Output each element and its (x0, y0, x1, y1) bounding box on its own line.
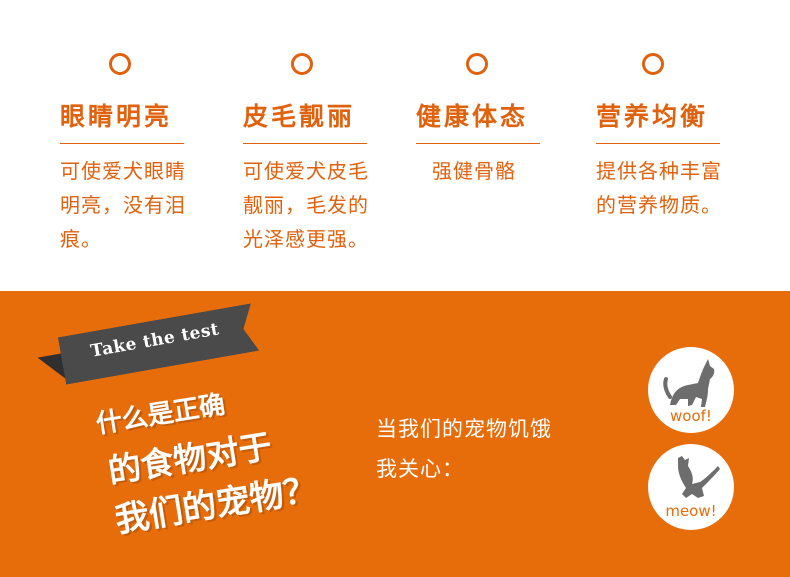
circle-icon (642, 53, 664, 75)
circle-icon (466, 53, 488, 75)
desc-line: 光泽感更强。 (243, 227, 369, 251)
dog-badge[interactable]: woof! (648, 347, 734, 433)
desc-line: 可使爱犬皮毛 (243, 159, 369, 183)
divider (243, 143, 367, 144)
feature-desc: 提供各种丰富 的营养物质。 (596, 154, 722, 222)
desc-line: 的营养物质。 (596, 193, 722, 217)
dog-icon (663, 359, 715, 407)
feature-desc: 可使爱犬皮毛 靓丽，毛发的 光泽感更强。 (243, 154, 369, 256)
feature-desc: 可使爱犬眼睛 明亮，没有泪 痕。 (60, 154, 186, 256)
desc-line: 靓丽，毛发的 (243, 193, 369, 217)
divider (60, 143, 184, 144)
divider (416, 143, 540, 144)
desc-line: 强健骨骼 (432, 159, 516, 183)
circle-icon (291, 53, 313, 75)
cat-icon (678, 456, 720, 498)
feature-title: 眼睛明亮 (60, 102, 173, 131)
cat-badge[interactable]: meow! (648, 444, 734, 530)
feature-title: 健康体态 (416, 102, 529, 131)
answer-text: 当我们的宠物饥饿 我关心： (376, 409, 552, 489)
divider (596, 143, 720, 144)
features-section: 眼睛明亮 可使爱犬眼睛 明亮，没有泪 痕。 皮毛靓丽 可使爱犬皮毛 靓丽，毛发的… (60, 53, 722, 256)
desc-line: 痕。 (60, 227, 102, 251)
answer-line: 当我们的宠物饥饿 (376, 417, 552, 441)
badge-label: woof! (670, 407, 712, 425)
feature-title: 营养均衡 (596, 102, 709, 131)
desc-line: 明亮，没有泪 (60, 193, 186, 217)
badge-label: meow! (665, 502, 717, 520)
feature-title: 皮毛靓丽 (243, 102, 356, 131)
answer-line: 我关心： (376, 457, 464, 481)
circle-icon (109, 53, 131, 75)
feature-desc: 强健骨骼 (432, 154, 516, 188)
desc-line: 提供各种丰富 (596, 159, 722, 183)
desc-line: 可使爱犬眼睛 (60, 159, 186, 183)
